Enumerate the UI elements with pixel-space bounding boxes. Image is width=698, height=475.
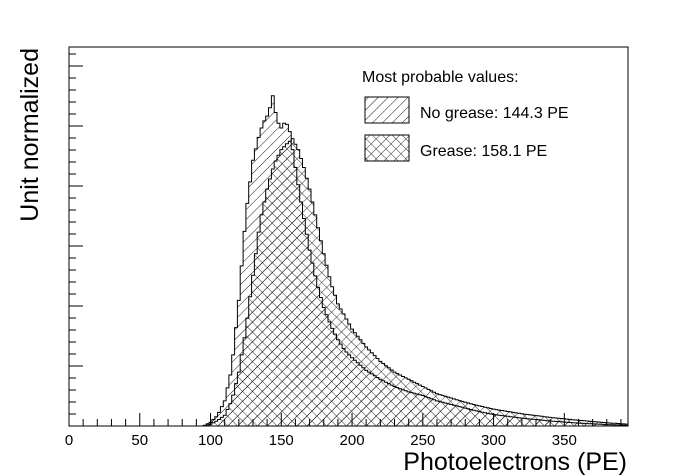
legend-entry-no-grease: No grease: 144.3 PE xyxy=(420,105,569,122)
x-tick-label: 150 xyxy=(269,432,294,449)
legend-swatch-no-grease xyxy=(364,96,410,124)
legend-swatch-grease xyxy=(364,134,410,162)
x-tick-label: 250 xyxy=(410,432,435,449)
legend-title: Most probable values: xyxy=(362,69,519,86)
x-axis-ticks xyxy=(68,413,622,426)
y-axis-ticks xyxy=(69,53,83,427)
x-tick-label: 200 xyxy=(340,432,365,449)
y-axis-label: Unit normalized xyxy=(16,48,44,222)
series-1-histogram xyxy=(202,138,629,427)
legend-entry-grease: Grease: 158.1 PE xyxy=(420,143,547,160)
x-tick-label: 50 xyxy=(131,432,148,449)
x-tick-label: 0 xyxy=(65,432,73,449)
x-tick-label: 350 xyxy=(552,432,577,449)
x-axis-tick-labels: 0 50 100 150 200 250 300 350 xyxy=(65,432,577,449)
series-layer xyxy=(202,95,629,427)
x-axis-label: Photoelectrons (PE) xyxy=(403,448,627,475)
plot-frame xyxy=(68,46,629,427)
x-tick-label: 300 xyxy=(481,432,506,449)
legend: Most probable values: No grease: 144.3 P… xyxy=(362,69,569,162)
x-tick-label: 100 xyxy=(198,432,223,449)
